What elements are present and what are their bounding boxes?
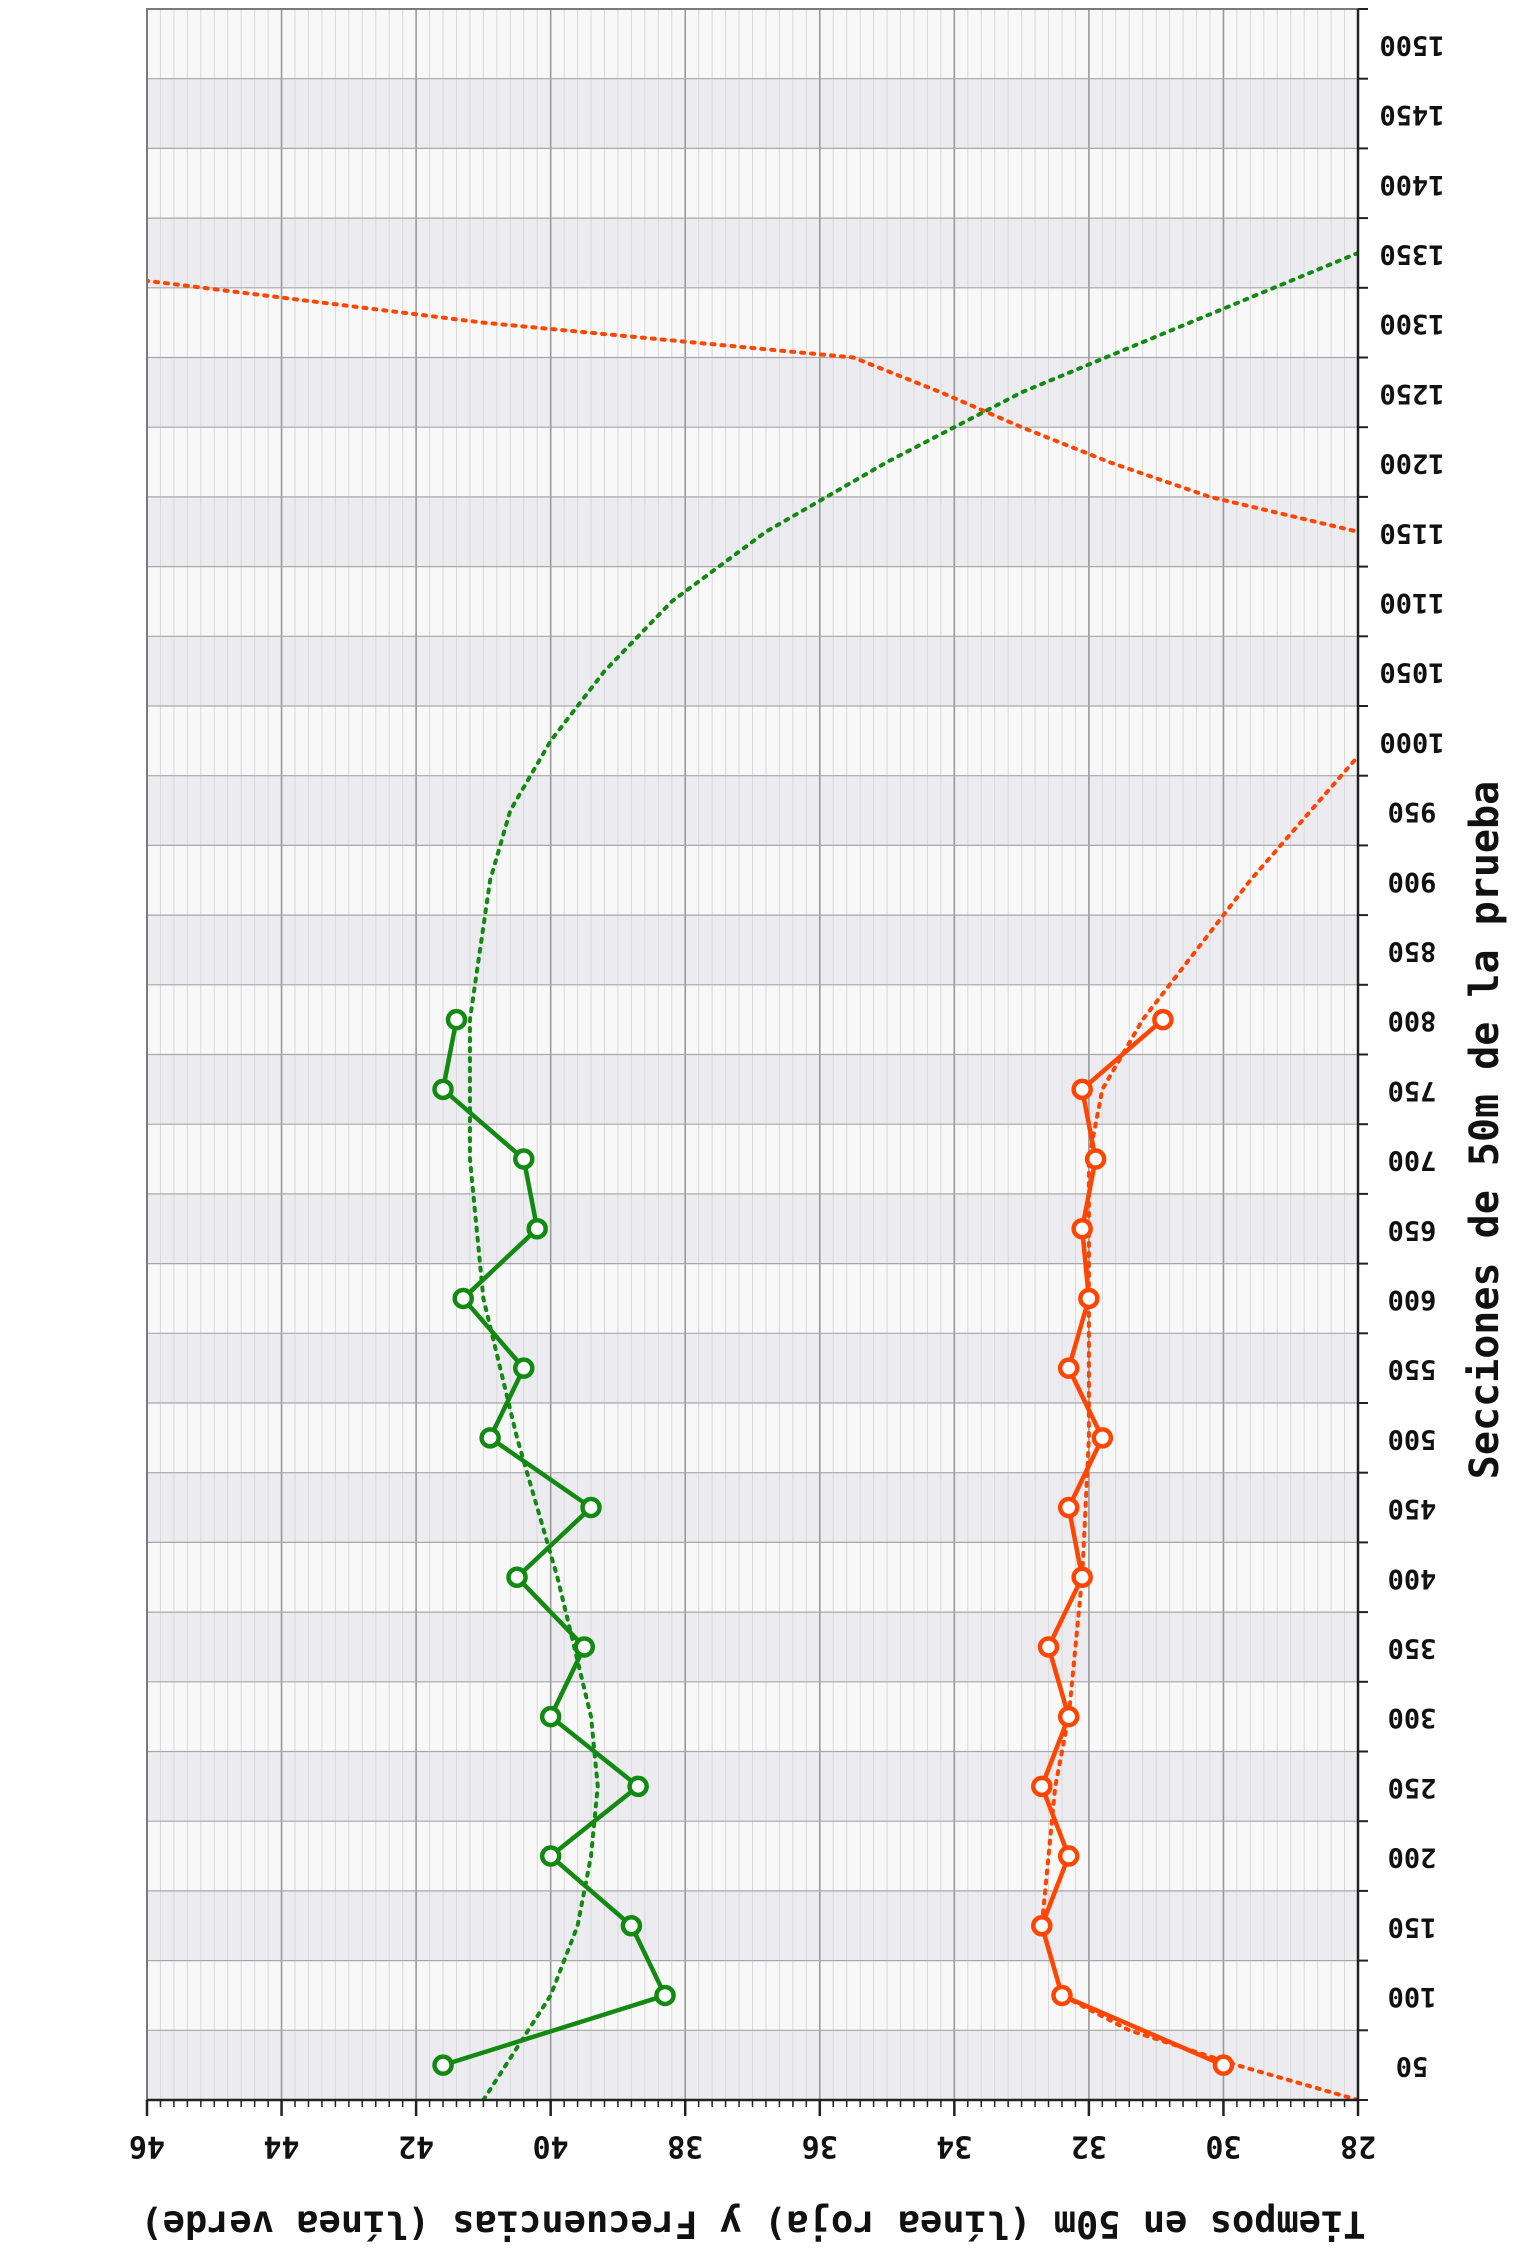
section-tick-label: 100: [1388, 1981, 1437, 2012]
data-point: [513, 1148, 535, 1170]
data-point: [1078, 1287, 1100, 1310]
data-point: [627, 1775, 649, 1798]
section-tick-label: 350: [1388, 1632, 1437, 1663]
section-tick-label: 1350: [1379, 238, 1444, 269]
section-tick-label: 800: [1388, 1005, 1437, 1036]
data-series: [147, 250, 1358, 2100]
section-tick-label: 1250: [1379, 378, 1444, 409]
data-point: [1071, 1566, 1093, 1588]
data-point: [445, 1008, 468, 1031]
data-point: [1071, 1218, 1093, 1240]
value-tick-label: 32: [1071, 2129, 1107, 2164]
data-point: [539, 1705, 562, 1728]
section-tick-label: 550: [1388, 1354, 1437, 1385]
value-tick-label: 36: [802, 2129, 838, 2164]
value-tick-label: 28: [1340, 2129, 1376, 2164]
section-tick-label: 850: [1388, 935, 1437, 966]
data-point: [1091, 1427, 1114, 1449]
x-axis-title: Secciones de 50m de la prueba: [1462, 781, 1508, 1479]
data-point: [620, 1915, 643, 1937]
section-tick-label: 1300: [1379, 308, 1444, 339]
data-point: [1057, 1357, 1080, 1379]
data-point: [513, 1357, 535, 1379]
series-line: [1039, 1017, 1225, 2068]
data-point: [539, 1845, 562, 1867]
value-tick-label: 38: [667, 2129, 703, 2164]
data-point: [1057, 1496, 1080, 1519]
value-tick-label: 42: [398, 2129, 434, 2164]
trendline: [467, 250, 1358, 2100]
section-tick-label: 1500: [1379, 29, 1444, 60]
data-point: [1212, 2054, 1235, 2076]
data-point: [1031, 1915, 1053, 1937]
value-tick-label: 46: [129, 2129, 165, 2164]
section-tick-label: 250: [1388, 1772, 1437, 1803]
section-tick-label: 1150: [1379, 517, 1444, 548]
axis-frame: [145, 8, 1368, 2116]
section-tick-label: 900: [1388, 866, 1437, 897]
data-point: [1152, 1008, 1174, 1031]
data-point: [573, 1636, 596, 1658]
tick-labels: 28 30 32 34 36 38 40 42 44 46 50 100 150 200 250 300 350…: [129, 29, 1445, 2163]
section-tick-label: 950: [1388, 796, 1437, 827]
section-tick-label: 1050: [1379, 657, 1444, 688]
data-point: [1037, 1636, 1060, 1658]
value-tick-label: 30: [1205, 2129, 1241, 2164]
section-tick-label: 450: [1388, 1493, 1437, 1524]
section-tick-label: 400: [1388, 1563, 1437, 1594]
section-tick-label: 500: [1388, 1423, 1437, 1454]
trendline: [147, 278, 1358, 2100]
section-tick-label: 1450: [1379, 99, 1444, 130]
section-tick-label: 650: [1388, 1214, 1437, 1245]
value-tick-label: 40: [533, 2129, 569, 2164]
data-point: [432, 1078, 454, 1101]
section-tick-label: 50: [1396, 2051, 1429, 2082]
data-point: [1057, 1705, 1080, 1728]
value-tick-label: 34: [936, 2129, 972, 2164]
section-tick-label: 200: [1388, 1842, 1437, 1873]
y-axis-title: Tiempos en 50m (línea roja) y Frecuencia…: [140, 2203, 1365, 2246]
data-point: [1051, 1984, 1073, 2007]
data-point: [432, 2054, 454, 2076]
section-tick-label: 600: [1388, 1284, 1437, 1315]
section-tick-label: 300: [1388, 1702, 1437, 1733]
section-tick-label: 150: [1388, 1911, 1437, 1942]
section-tick-label: 1200: [1379, 448, 1444, 479]
data-point: [506, 1566, 528, 1588]
data-point: [580, 1496, 602, 1519]
data-point: [1084, 1148, 1107, 1170]
data-point: [654, 1984, 676, 2007]
value-tick-label: 44: [263, 2129, 299, 2164]
data-point: [452, 1287, 474, 1310]
grid: [146, 8, 1359, 2101]
data-point: [1071, 1078, 1093, 1101]
section-tick-label: 700: [1388, 1145, 1437, 1176]
section-tick-label: 1400: [1379, 169, 1444, 200]
data-point: [1057, 1845, 1080, 1867]
section-tick-label: 750: [1388, 1075, 1437, 1106]
data-point: [479, 1427, 501, 1449]
section-tick-label: 1000: [1379, 726, 1444, 757]
data-point: [1031, 1775, 1053, 1798]
series-line: [440, 1019, 668, 2068]
data-point: [526, 1218, 548, 1240]
section-tick-label: 1100: [1379, 587, 1444, 618]
